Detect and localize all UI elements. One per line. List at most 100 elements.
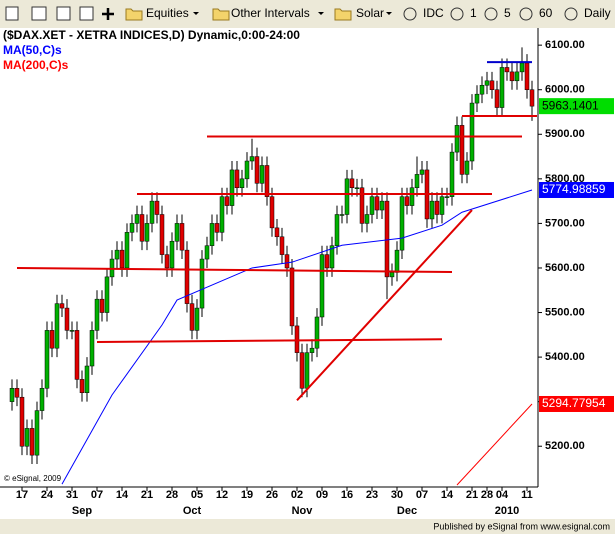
candle-body bbox=[359, 187, 365, 224]
candle-body bbox=[79, 379, 85, 394]
x-tick-label: 02 bbox=[291, 489, 303, 501]
candle-body bbox=[529, 89, 535, 107]
candle-body bbox=[144, 223, 150, 242]
candle-body bbox=[99, 298, 105, 313]
price-tag-label: 5963.1401 bbox=[542, 98, 599, 112]
dropdown-arrow[interactable] bbox=[386, 12, 392, 15]
month-label: Dec bbox=[397, 505, 417, 517]
interval-icon[interactable] bbox=[450, 7, 464, 21]
dropdown-arrow[interactable] bbox=[318, 12, 324, 15]
candle-body bbox=[384, 200, 390, 278]
candle-body bbox=[84, 365, 90, 394]
interval-button[interactable]: Daily bbox=[584, 6, 611, 20]
candle-body bbox=[349, 178, 355, 189]
icon[interactable] bbox=[56, 6, 71, 21]
candle-body bbox=[184, 249, 190, 304]
trend-line bbox=[296, 209, 473, 402]
candle-body bbox=[364, 214, 370, 224]
candle-body bbox=[339, 214, 345, 216]
x-tick-label: 21 bbox=[141, 489, 153, 501]
x-tick-label: 16 bbox=[341, 489, 353, 501]
x-tick-label: 04 bbox=[496, 489, 509, 501]
interval-icon[interactable] bbox=[403, 7, 417, 21]
x-tick-label: 05 bbox=[191, 489, 203, 501]
candle-body bbox=[324, 254, 330, 269]
candle-body bbox=[234, 169, 240, 189]
month-label: Nov bbox=[292, 505, 314, 517]
copyright: © eSignal, 2009 bbox=[4, 474, 62, 483]
trend-line bbox=[16, 266, 453, 273]
candle-body bbox=[199, 258, 205, 309]
x-tick-label: 24 bbox=[41, 489, 54, 501]
candle-body bbox=[304, 352, 310, 389]
interval-button[interactable]: IDC bbox=[423, 6, 444, 20]
candle-body bbox=[454, 125, 460, 153]
y-tick-label: 5200.00 bbox=[545, 440, 585, 452]
x-tick-label: 07 bbox=[416, 489, 428, 501]
interval-button[interactable]: 60 bbox=[539, 6, 553, 20]
x-tick-label: 21 bbox=[466, 489, 478, 501]
add-icon[interactable] bbox=[102, 8, 114, 20]
price-tag-label: 5294.77954 bbox=[542, 396, 606, 410]
candle-body bbox=[314, 316, 320, 349]
candle-body bbox=[154, 200, 160, 215]
candle-body bbox=[414, 174, 420, 189]
folder-icon[interactable] bbox=[125, 8, 143, 21]
candle-body bbox=[44, 330, 50, 389]
interval-icon[interactable] bbox=[564, 7, 578, 21]
x-tick-label: 07 bbox=[91, 489, 103, 501]
candle-body bbox=[229, 169, 235, 206]
folder-icon[interactable] bbox=[334, 8, 352, 21]
x-tick-label: 17 bbox=[16, 489, 28, 501]
candle-body bbox=[159, 214, 165, 255]
candle-body bbox=[249, 156, 255, 162]
y-tick-label: 5900.00 bbox=[545, 128, 585, 140]
interval-button[interactable]: 5 bbox=[504, 6, 511, 20]
candle-body bbox=[164, 254, 170, 269]
candle-body bbox=[119, 249, 125, 269]
candle-body bbox=[444, 196, 450, 198]
candle-body bbox=[484, 80, 490, 86]
x-tick-label: 31 bbox=[66, 489, 78, 501]
icon[interactable] bbox=[31, 6, 47, 21]
candle-body bbox=[279, 236, 285, 255]
interval-button[interactable]: 1 bbox=[470, 6, 477, 20]
legend-entry: MA(200,C)s bbox=[3, 58, 69, 72]
folder-icon[interactable] bbox=[212, 8, 230, 21]
x-tick-label: 09 bbox=[316, 489, 328, 501]
candle-body bbox=[209, 223, 215, 246]
menu-button[interactable]: Equities bbox=[146, 6, 189, 20]
interval-icon[interactable] bbox=[484, 7, 498, 21]
candle-body bbox=[59, 303, 65, 309]
price-tag bbox=[539, 181, 614, 198]
candle-body bbox=[389, 272, 395, 278]
chart-area bbox=[0, 28, 615, 519]
interval-icon[interactable] bbox=[519, 7, 533, 21]
x-tick-label: 11 bbox=[521, 489, 533, 501]
icon[interactable] bbox=[79, 6, 94, 21]
candle-body bbox=[169, 240, 175, 269]
candle-body bbox=[319, 254, 325, 318]
candle-body bbox=[54, 303, 60, 349]
candle-body bbox=[399, 196, 405, 251]
candle-body bbox=[409, 187, 415, 206]
candle-body bbox=[429, 200, 435, 220]
footer-text: Published by eSignal from www.esignal.co… bbox=[433, 521, 610, 531]
candle-body bbox=[149, 200, 155, 224]
x-tick-label: 14 bbox=[441, 489, 454, 501]
x-tick-label: 30 bbox=[391, 489, 403, 501]
candle-body bbox=[519, 62, 525, 73]
candle-body bbox=[194, 307, 200, 331]
legend-entry: MA(50,C)s bbox=[3, 43, 62, 57]
menu-button[interactable]: Other Intervals bbox=[231, 6, 310, 20]
icon[interactable] bbox=[5, 6, 19, 21]
candle-body bbox=[489, 80, 495, 90]
candle-body bbox=[299, 352, 305, 389]
candle-body bbox=[434, 200, 440, 215]
x-tick-label: 28 bbox=[481, 489, 493, 501]
dropdown-arrow[interactable] bbox=[193, 12, 199, 15]
month-label: Sep bbox=[72, 505, 92, 517]
candle-body bbox=[29, 428, 35, 456]
menu-button[interactable]: Solar bbox=[356, 6, 384, 20]
